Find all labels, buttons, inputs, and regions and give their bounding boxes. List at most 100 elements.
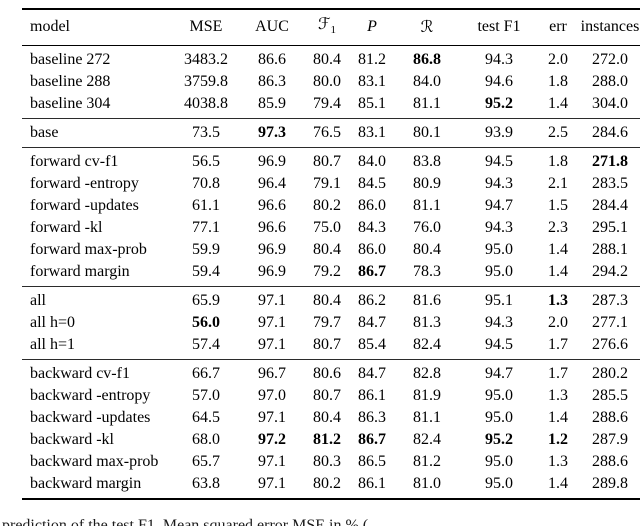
value-cell-mse: 65.9 <box>192 292 220 310</box>
table-caption-clipped: prediction of the test F1. Mean squared … <box>2 517 369 526</box>
value-cell-precision: 86.0 <box>358 241 386 259</box>
value-cell-auc: 96.4 <box>258 175 286 193</box>
model-cell: backward cv-f1 <box>30 365 130 383</box>
table-row: backward margin 63.8 97.1 80.2 86.1 81.0 95.0 1… <box>22 473 640 499</box>
value-cell-instances: 272.0 <box>592 51 628 69</box>
value-cell-f1: 80.7 <box>313 387 341 405</box>
value-cell-instances: 288.6 <box>592 409 628 427</box>
math-symbol: P <box>367 18 377 36</box>
value-cell-f1: 75.0 <box>313 219 341 237</box>
value-cell-f1: 80.7 <box>313 336 341 354</box>
table-row: baseline 304 4038.8 85.9 79.4 85.1 81.1 95.2 1.… <box>22 93 640 119</box>
value-cell-err: 1.8 <box>548 153 568 171</box>
value-cell-recall: 78.3 <box>413 263 441 281</box>
table-row: forward -entropy 70.8 96.4 79.1 84.5 80.9 94.3… <box>22 173 640 195</box>
value-cell-precision: 86.7 <box>358 431 386 449</box>
model-cell: forward margin <box>30 263 130 281</box>
value-cell-f1: 81.2 <box>313 431 341 449</box>
value-cell-auc: 96.6 <box>258 197 286 215</box>
value-cell-mse: 3759.8 <box>184 73 228 91</box>
value-cell-auc: 97.3 <box>258 124 286 142</box>
value-cell-test-f1: 93.9 <box>485 124 513 142</box>
column-header-recall: ℛ <box>392 9 462 46</box>
value-cell-precision: 85.1 <box>358 95 386 113</box>
value-cell-auc: 96.9 <box>258 241 286 259</box>
value-cell-precision: 84.7 <box>358 365 386 383</box>
column-header-model: model <box>30 18 70 36</box>
value-cell-precision: 86.0 <box>358 197 386 215</box>
model-cell: baseline 304 <box>30 95 111 113</box>
model-cell: backward -kl <box>30 431 114 449</box>
value-cell-f1: 79.4 <box>313 95 341 113</box>
value-cell-err: 1.4 <box>548 263 568 281</box>
value-cell-mse: 77.1 <box>192 219 220 237</box>
value-cell-precision: 86.1 <box>358 475 386 493</box>
value-cell-instances: 283.5 <box>592 175 628 193</box>
table-row: baseline 288 3759.8 86.3 80.0 83.1 84.0 94.6 1.… <box>22 71 640 93</box>
table-row: base 73.5 97.3 76.5 83.1 80.1 93.9 2.5 284.6 <box>22 119 640 148</box>
model-cell: forward -entropy <box>30 175 139 193</box>
model-cell: base <box>30 124 59 142</box>
table-row: forward margin 59.4 96.9 79.2 86.7 78.3 95.0 1.… <box>22 261 640 287</box>
value-cell-instances: 288.6 <box>592 453 628 471</box>
value-cell-mse: 59.4 <box>192 263 220 281</box>
value-cell-mse: 56.0 <box>192 314 220 332</box>
model-cell: backward -updates <box>30 409 151 427</box>
value-cell-test-f1: 95.0 <box>485 241 513 259</box>
table-row: all h=0 56.0 97.1 79.7 84.7 81.3 94.3 2.0 277.1 <box>22 312 640 334</box>
value-cell-recall: 81.0 <box>413 475 441 493</box>
value-cell-f1: 80.2 <box>313 475 341 493</box>
model-cell: forward max-prob <box>30 241 147 259</box>
value-cell-f1: 79.1 <box>313 175 341 193</box>
table-row: all h=1 57.4 97.1 80.7 85.4 82.4 94.5 1.7 276.6 <box>22 334 640 360</box>
model-cell: baseline 288 <box>30 73 111 91</box>
value-cell-f1: 80.3 <box>313 453 341 471</box>
model-cell: backward -entropy <box>30 387 151 405</box>
value-cell-instances: 288.0 <box>592 73 628 91</box>
value-cell-f1: 80.7 <box>313 153 341 171</box>
value-cell-test-f1: 95.0 <box>485 453 513 471</box>
value-cell-recall: 76.0 <box>413 219 441 237</box>
value-cell-err: 1.3 <box>548 453 568 471</box>
value-cell-recall: 82.8 <box>413 365 441 383</box>
value-cell-recall: 80.4 <box>413 241 441 259</box>
math-subscript: 1 <box>330 24 337 37</box>
value-cell-precision: 86.1 <box>358 387 386 405</box>
value-cell-precision: 84.3 <box>358 219 386 237</box>
value-cell-recall: 80.1 <box>413 124 441 142</box>
value-cell-auc: 96.9 <box>258 263 286 281</box>
value-cell-auc: 97.1 <box>258 314 286 332</box>
column-header-auc: AUC <box>255 18 289 36</box>
value-cell-test-f1: 94.3 <box>485 219 513 237</box>
value-cell-precision: 84.7 <box>358 314 386 332</box>
model-cell: forward -updates <box>30 197 139 215</box>
value-cell-mse: 3483.2 <box>184 51 228 69</box>
value-cell-err: 2.3 <box>548 219 568 237</box>
value-cell-precision: 86.5 <box>358 453 386 471</box>
value-cell-err: 1.4 <box>548 409 568 427</box>
value-cell-test-f1: 94.6 <box>485 73 513 91</box>
table-row: backward max-prob 65.7 97.1 80.3 86.5 81.2 95.… <box>22 451 640 473</box>
value-cell-mse: 73.5 <box>192 124 220 142</box>
group-forward: forward cv-f1 56.5 96.9 80.7 84.0 83.8 94.5 1.8… <box>22 147 640 287</box>
group-base: base 73.5 97.3 76.5 83.1 80.1 93.9 2.5 284.6 <box>22 118 640 148</box>
value-cell-recall: 81.1 <box>413 197 441 215</box>
model-cell: all h=0 <box>30 314 76 332</box>
value-cell-auc: 97.1 <box>258 336 286 354</box>
table-row: forward -kl 77.1 96.6 75.0 84.3 76.0 94.3 2.3 29… <box>22 217 640 239</box>
value-cell-test-f1: 94.5 <box>485 153 513 171</box>
table-row: backward cv-f1 66.7 96.7 80.6 84.7 82.8 94.7 1.… <box>22 360 640 386</box>
table-row: forward max-prob 59.9 96.9 80.4 86.0 80.4 95.0… <box>22 239 640 261</box>
model-cell: backward margin <box>30 475 142 493</box>
value-cell-precision: 83.1 <box>358 124 386 142</box>
value-cell-test-f1: 94.5 <box>485 336 513 354</box>
value-cell-instances: 271.8 <box>592 153 628 171</box>
value-cell-precision: 86.2 <box>358 292 386 310</box>
value-cell-test-f1: 95.0 <box>485 263 513 281</box>
value-cell-test-f1: 95.2 <box>485 95 513 113</box>
value-cell-recall: 82.4 <box>413 336 441 354</box>
